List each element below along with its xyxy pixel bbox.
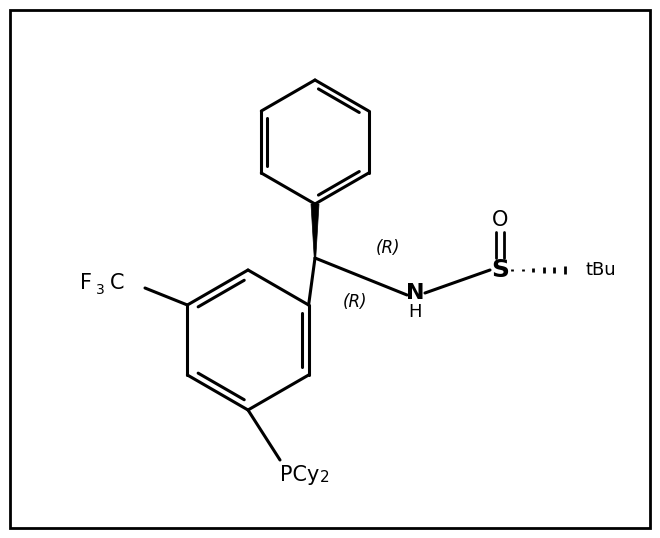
Text: PCy: PCy (280, 465, 319, 485)
Text: C: C (110, 273, 125, 293)
Text: 2: 2 (320, 470, 329, 485)
Text: F: F (80, 273, 92, 293)
Text: S: S (491, 258, 509, 282)
Text: 3: 3 (96, 283, 105, 297)
Text: (R): (R) (376, 239, 400, 257)
Text: H: H (409, 303, 422, 321)
Text: tBu: tBu (585, 261, 616, 279)
Text: O: O (492, 210, 508, 230)
Text: (R): (R) (343, 293, 367, 311)
Text: N: N (406, 283, 424, 303)
Polygon shape (311, 204, 319, 258)
